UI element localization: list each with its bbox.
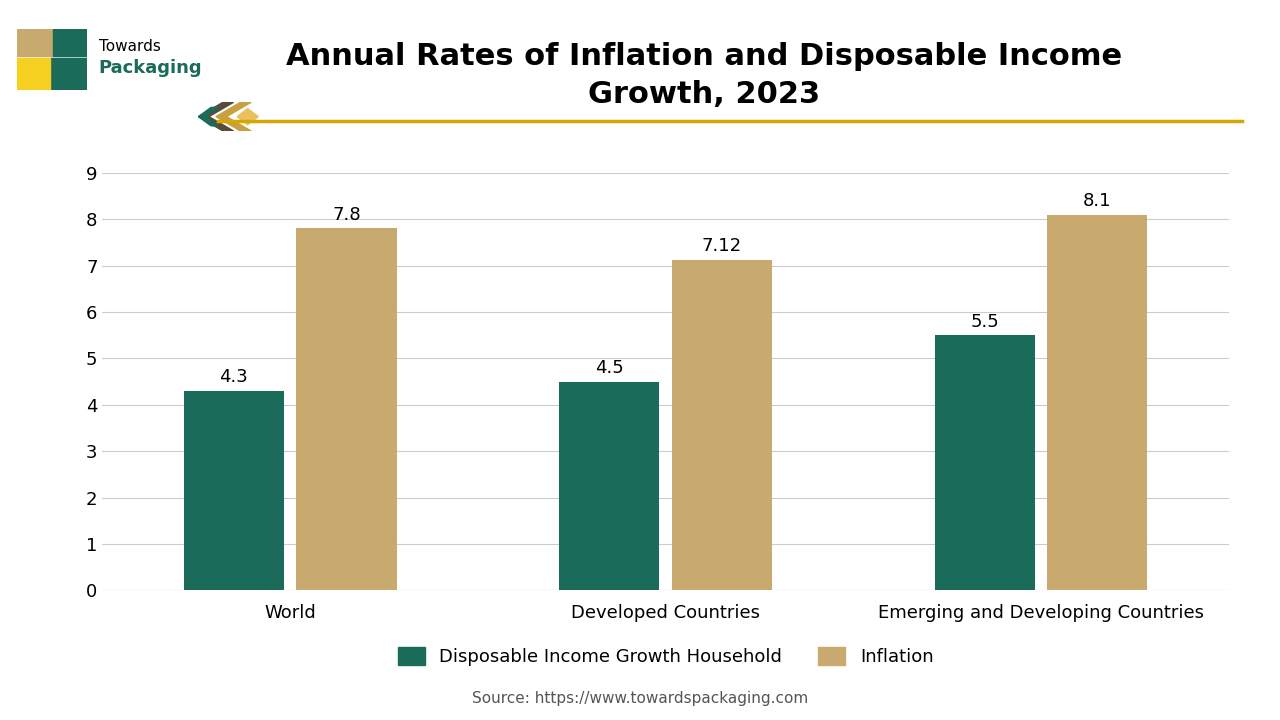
Text: 4.3: 4.3: [219, 368, 248, 386]
Text: Annual Rates of Inflation and Disposable Income
Growth, 2023: Annual Rates of Inflation and Disposable…: [285, 42, 1123, 109]
Polygon shape: [54, 29, 87, 56]
Text: 8.1: 8.1: [1083, 192, 1111, 210]
Legend: Disposable Income Growth Household, Inflation: Disposable Income Growth Household, Infl…: [390, 639, 941, 673]
Polygon shape: [17, 58, 50, 90]
Text: 7.12: 7.12: [701, 238, 742, 256]
Text: 7.8: 7.8: [332, 206, 361, 224]
Polygon shape: [17, 29, 54, 56]
Text: 5.5: 5.5: [970, 312, 1000, 330]
Polygon shape: [198, 102, 234, 131]
Text: 4.5: 4.5: [595, 359, 623, 377]
Bar: [1047, 215, 1147, 590]
Bar: [672, 260, 772, 590]
Text: Packaging: Packaging: [99, 59, 202, 77]
Polygon shape: [216, 102, 251, 131]
Text: Towards: Towards: [99, 40, 160, 54]
Polygon shape: [50, 58, 87, 90]
Polygon shape: [237, 109, 259, 125]
Text: Source: https://www.towardspackaging.com: Source: https://www.towardspackaging.com: [472, 690, 808, 706]
Bar: [184, 391, 284, 590]
Polygon shape: [198, 107, 218, 126]
Bar: [559, 382, 659, 590]
Bar: [297, 228, 397, 590]
Bar: [934, 336, 1034, 590]
